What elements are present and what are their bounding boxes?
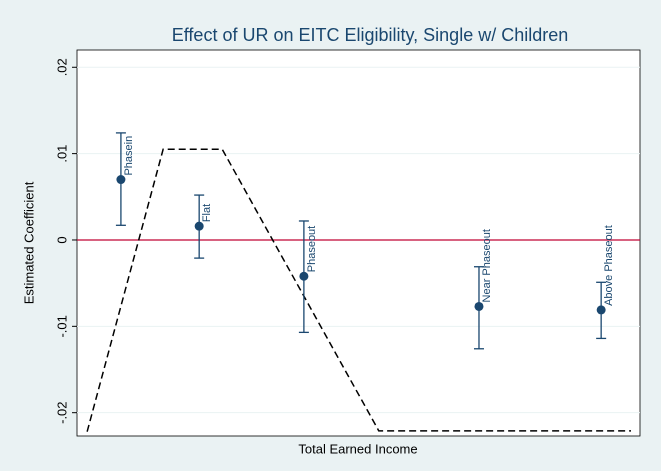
point [299,271,309,281]
point-label: Above Phaseout [603,225,615,306]
point [474,301,484,311]
point [116,175,126,185]
y-tick-label: .02 [54,58,69,76]
point [596,305,606,315]
point-label: Near Phaseout [481,229,493,302]
y-tick-label: .01 [54,145,69,163]
point-label: Flat [201,204,213,222]
plot-area [76,49,641,437]
point-label: Phaseout [306,226,318,272]
point-label: Phasein [123,136,135,176]
chart-title: Effect of UR on EITC Eligibility, Single… [172,25,569,45]
x-axis-label: Total Earned Income [298,441,417,456]
y-tick-label: -.02 [54,401,69,423]
y-tick-label: 0 [54,236,69,243]
y-axis-label: Estimated Coefficient [21,181,36,304]
point [194,221,204,231]
y-tick-label: -.01 [54,315,69,337]
